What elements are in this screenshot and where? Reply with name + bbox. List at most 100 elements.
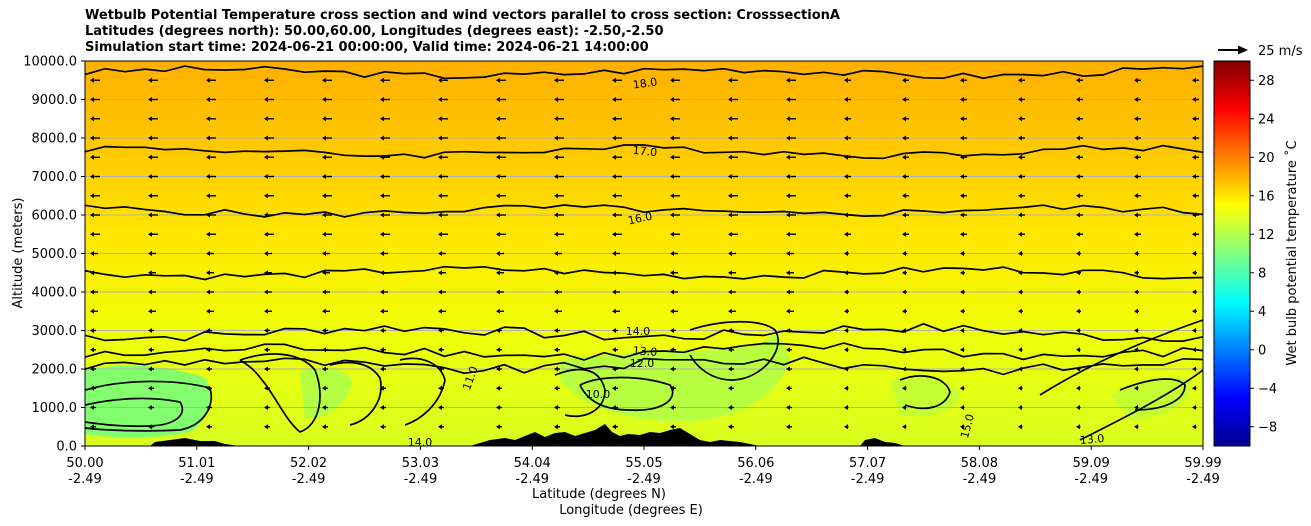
wind-vector-head: [1018, 97, 1022, 102]
x-tick-label-lat: 52.02: [290, 456, 327, 471]
wind-vector-head: [670, 405, 674, 410]
wind-vector-head: [554, 251, 558, 256]
wind-vector-head: [496, 231, 500, 237]
wind-vector-head: [612, 231, 616, 237]
wind-vector-head: [1192, 251, 1196, 256]
wind-vector-head: [148, 347, 152, 353]
wind-vector-head: [1134, 97, 1138, 102]
wind-vector-head: [380, 77, 384, 83]
wind-vector-head: [264, 231, 268, 237]
colorbar-tick-label: −4: [1258, 382, 1277, 397]
wind-vector-head: [322, 97, 326, 102]
wind-vector-head: [844, 116, 848, 122]
wind-vector-head: [148, 270, 152, 276]
wind-vector-head: [322, 366, 326, 372]
contour-line: [85, 265, 1203, 281]
wind-vector-head: [496, 347, 500, 353]
wind-vector-head: [1018, 154, 1022, 160]
wind-vector-head: [90, 405, 94, 410]
wind-vector-head: [902, 424, 906, 430]
wind-vector-head: [612, 212, 616, 218]
colorbar-tick-label: 4: [1258, 305, 1266, 320]
wind-vector-head: [1076, 212, 1080, 218]
wind-vector-head: [496, 366, 500, 372]
wind-vector-head: [1134, 174, 1138, 179]
x-tick-label-lat: 57.07: [849, 456, 886, 471]
wind-vector-head: [90, 193, 94, 199]
wind-vector-head: [902, 270, 906, 276]
wind-vector-head: [1192, 385, 1196, 391]
wind-vector-head: [786, 308, 790, 314]
wind-vector-head: [90, 308, 94, 314]
wind-vector-head: [322, 154, 326, 160]
contour-line: [579, 376, 674, 412]
wind-vector-head: [902, 174, 906, 179]
wind-vector-head: [670, 154, 674, 160]
wind-vector-head: [670, 328, 674, 333]
colorbar-label: Wet bulb potential temperature ˚C: [1284, 140, 1300, 365]
wind-vector-head: [844, 385, 848, 391]
wind-vector-head: [1076, 116, 1080, 122]
y-tick-label: 5000.0: [32, 247, 78, 262]
wind-vector-head: [902, 289, 906, 295]
wind-vector-head: [844, 328, 848, 333]
y-tick-label: 7000.0: [32, 170, 78, 185]
wind-vector-head: [264, 347, 268, 353]
cool-pocket-north: [1110, 376, 1191, 420]
wind-vector-head: [90, 116, 94, 122]
wind-vector-head: [206, 116, 210, 122]
wind-vector-head: [148, 289, 152, 295]
colorbar-tick-label: 16: [1258, 189, 1275, 204]
wind-vector-head: [264, 116, 268, 122]
contour-label: 17.0: [632, 144, 658, 159]
wind-vector-head: [90, 289, 94, 295]
wind-vector-head: [612, 251, 616, 256]
wind-vector-head: [960, 77, 964, 83]
wind-vector-head: [554, 424, 558, 430]
wind-vector-head: [438, 424, 442, 430]
wind-vector-head: [786, 289, 790, 295]
wind-vector-head: [1018, 116, 1022, 122]
wind-vector-head: [612, 424, 616, 430]
wind-vector-head: [554, 212, 558, 218]
wind-vector-head: [960, 135, 964, 141]
wind-vector-head: [1076, 231, 1080, 237]
wind-vector-head: [1076, 251, 1080, 256]
contour-label: 15.0: [958, 413, 977, 440]
wind-vector-head: [322, 289, 326, 295]
wind-vector-head: [1134, 116, 1138, 122]
wind-vector-head: [670, 77, 674, 83]
wind-vector-head: [380, 174, 384, 179]
y-tick-label: 3000.0: [32, 324, 78, 339]
wind-vector-head: [1018, 174, 1022, 179]
wind-vector-head: [728, 424, 732, 430]
contour-line: [329, 361, 382, 426]
wind-vector-head: [1018, 405, 1022, 410]
wind-vector-head: [496, 405, 500, 410]
wind-vector-head: [206, 424, 210, 430]
wind-vector-head: [1134, 193, 1138, 199]
wind-vector-head: [380, 251, 384, 256]
wind-vector-head: [786, 212, 790, 218]
wind-vector-head: [786, 174, 790, 179]
wind-vector-head: [1134, 328, 1138, 333]
wind-vector-head: [438, 212, 442, 218]
wind-vector-head: [960, 385, 964, 391]
wind-vector-head: [728, 174, 732, 179]
contour-line: [85, 342, 1203, 361]
wind-vector-head: [554, 347, 558, 353]
contour-line: [689, 320, 779, 381]
wind-vector-head: [844, 251, 848, 256]
y-tick-label: 10000.0: [23, 55, 77, 70]
wind-vector-head: [438, 270, 442, 276]
colorbar-tick-label: 0: [1258, 343, 1266, 358]
wind-vector-head: [554, 154, 558, 160]
wind-vector-head: [728, 385, 732, 391]
wind-vector-head: [844, 308, 848, 314]
wind-vector-head: [670, 174, 674, 179]
wind-vector-head: [1076, 154, 1080, 160]
wind-vector-head: [960, 328, 964, 333]
colorbar: 28 24 20 16 12 8 4 0 −4 −8: [1213, 60, 1277, 447]
wind-vector-head: [670, 231, 674, 237]
wind-vector-head: [148, 212, 152, 218]
